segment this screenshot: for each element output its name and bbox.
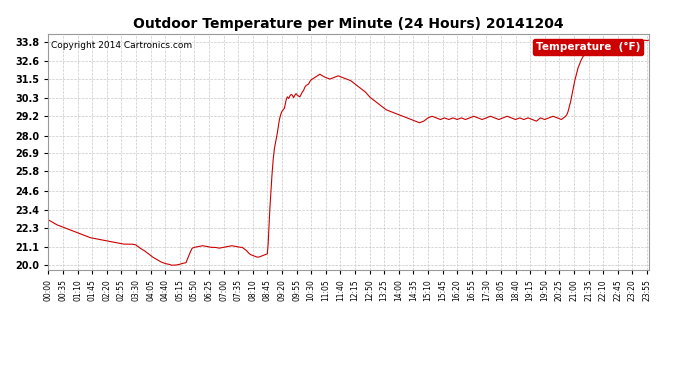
- Title: Outdoor Temperature per Minute (24 Hours) 20141204: Outdoor Temperature per Minute (24 Hours…: [133, 17, 564, 31]
- Text: Copyright 2014 Cartronics.com: Copyright 2014 Cartronics.com: [51, 41, 193, 50]
- Legend: Temperature  (°F): Temperature (°F): [533, 39, 643, 55]
